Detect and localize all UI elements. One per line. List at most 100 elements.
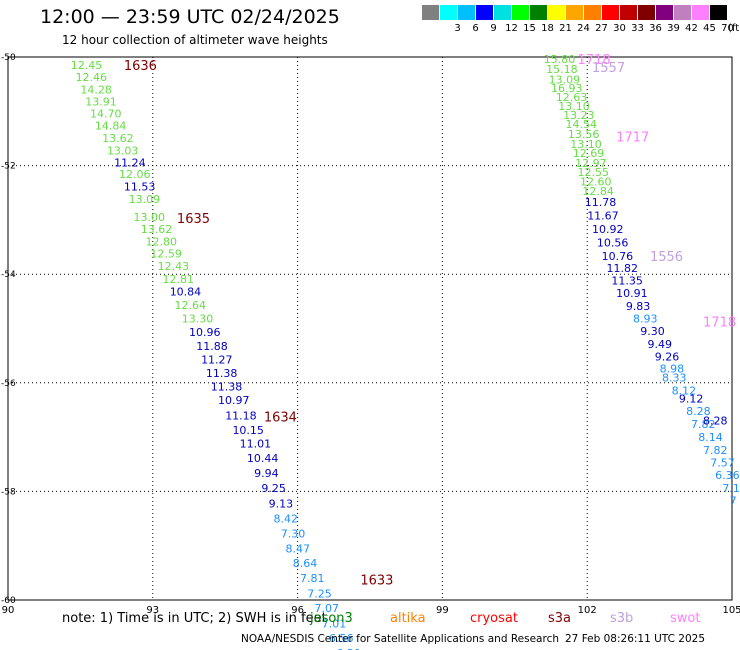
footnote: note: 1) Time is in UTC; 2) SWH is in fe… xyxy=(62,611,327,626)
time-label: 1635 xyxy=(177,212,210,227)
satellite-s3b: s3b xyxy=(610,611,634,626)
wave-height-value: 11.27 xyxy=(201,353,233,366)
wave-height-value: 13.56 xyxy=(568,128,600,141)
wave-height-value: 12.45 xyxy=(71,59,103,72)
wave-height-value: 12.43 xyxy=(158,260,190,273)
wave-height-value: 12.69 xyxy=(573,147,605,160)
wave-height-value: 11.35 xyxy=(611,275,643,288)
legend-label: 33 xyxy=(631,23,644,34)
time-label: 1634 xyxy=(264,410,297,425)
wave-height-value: 6.56 xyxy=(329,632,354,645)
time-label: 1557 xyxy=(592,61,625,76)
legend-label: 12 xyxy=(505,23,518,34)
wave-height-value: 13.10 xyxy=(570,138,602,151)
legend-swatch xyxy=(710,5,727,20)
wave-height-value: 12.46 xyxy=(76,71,108,84)
satellite-jason3: jason3 xyxy=(310,611,353,626)
wave-height-value: 14.70 xyxy=(90,107,122,120)
wave-height-value: 9.94 xyxy=(254,467,279,480)
wave-height-value: 11.38 xyxy=(211,381,243,394)
wave-height-value: 8.12 xyxy=(672,384,697,397)
wave-height-value: 13.62 xyxy=(141,223,173,236)
satellite-altika: altika xyxy=(390,611,426,626)
wave-height-value: 8.47 xyxy=(286,542,311,555)
satellite-swot: swot xyxy=(670,611,701,626)
wave-height-value: 9.13 xyxy=(269,497,294,510)
wave-height-value: 13.23 xyxy=(563,109,595,122)
legend-swatch xyxy=(530,5,547,20)
y-tick-label: -58 xyxy=(1,487,16,497)
wave-height-value: 12.80 xyxy=(146,236,178,249)
y-tick-label: -54 xyxy=(1,270,16,280)
wave-height-value: 12.64 xyxy=(175,299,207,312)
legend-swatch xyxy=(692,5,709,20)
time-label: 1717 xyxy=(616,131,649,146)
wave-height-value: 8.64 xyxy=(293,557,318,570)
wave-height-value: 12.60 xyxy=(580,175,612,188)
wave-height-value: 11.67 xyxy=(587,209,619,222)
wave-height-value: 11.01 xyxy=(240,438,272,451)
wave-height-value: 7.07 xyxy=(314,602,339,615)
wave-height-value: 6.36 xyxy=(715,469,740,482)
y-tick-label: -56 xyxy=(1,379,16,389)
wave-height-value: 12.63 xyxy=(556,91,588,104)
legend-swatch xyxy=(440,5,457,20)
legend-label: 6 xyxy=(472,23,479,34)
wave-height-value: 12.97 xyxy=(575,157,607,170)
wave-height-value: 7.01 xyxy=(322,617,347,630)
legend-label: 9 xyxy=(490,23,497,34)
y-tick-label: -60 xyxy=(1,596,16,606)
wave-height-value: 7.81 xyxy=(300,572,325,585)
wave-height-value: 15.80 xyxy=(544,53,576,66)
wave-height-value: 16.93 xyxy=(551,82,583,95)
x-tick-label: 99 xyxy=(436,605,449,616)
wave-height-value: 7.82 xyxy=(703,444,728,457)
wave-height-value: 11.38 xyxy=(206,367,238,380)
legend-label: 45 xyxy=(703,23,716,34)
wave-height-value: 7.30 xyxy=(281,528,306,541)
time-label: 1718 xyxy=(703,315,736,330)
wave-height-value: 9.49 xyxy=(648,338,673,351)
chart-title: 12:00 — 23:59 UTC 02/24/2025 xyxy=(40,6,340,28)
wave-height-value: 10.44 xyxy=(247,452,278,465)
wave-height-value: 9.83 xyxy=(626,300,651,313)
wave-height-value: 8.14 xyxy=(698,431,723,444)
wave-height-value: 8.98 xyxy=(660,363,685,376)
legend-unit: (ft) xyxy=(728,23,740,34)
wave-height-value: 11.78 xyxy=(585,196,617,209)
wave-height-value: 14.54 xyxy=(565,118,597,131)
wave-height-value: 10.97 xyxy=(218,394,250,407)
time-label: 1633 xyxy=(360,573,393,588)
time-label: 1556 xyxy=(650,250,683,265)
legend-label: 36 xyxy=(649,23,662,34)
x-tick-label: 96 xyxy=(291,605,304,616)
wave-height-value: 10.92 xyxy=(592,223,624,236)
legend-label: 42 xyxy=(685,23,698,34)
plot-frame xyxy=(7,56,733,601)
wave-height-value: 10.84 xyxy=(170,285,202,298)
wave-height-value: 12.81 xyxy=(162,273,194,286)
wave-height-value: 9.30 xyxy=(640,325,665,338)
legend-swatch xyxy=(458,5,475,20)
wave-height-value: 9.25 xyxy=(261,482,286,495)
wave-height-value: 7 xyxy=(730,495,737,508)
legend-label: 70 xyxy=(721,23,734,34)
wave-height-value: 7.82 xyxy=(691,418,716,431)
legend-swatch xyxy=(494,5,511,20)
x-tick-label: 93 xyxy=(146,605,159,616)
legend-swatch xyxy=(638,5,655,20)
altimeter-tracks: 12.4512.4614.2813.9114.7014.8413.6213.03… xyxy=(71,53,740,650)
wave-height-value: 9.12 xyxy=(679,392,704,405)
wave-height-value: 14.28 xyxy=(80,83,112,96)
wave-height-value: 8.28 xyxy=(703,415,728,428)
satellite-s3a: s3a xyxy=(548,611,572,626)
legend-label: 24 xyxy=(577,23,590,34)
legend-label: 30 xyxy=(613,23,626,34)
wave-height-value: 10.96 xyxy=(189,326,221,339)
wave-height-value: 10.91 xyxy=(616,287,648,300)
wave-height-value: 13.09 xyxy=(549,74,581,87)
wave-height-value: 13.30 xyxy=(182,313,214,326)
wave-height-value: 12.59 xyxy=(150,247,182,260)
wave-height-value: 11.18 xyxy=(225,409,257,422)
wave-height-value: 10.15 xyxy=(232,424,264,437)
